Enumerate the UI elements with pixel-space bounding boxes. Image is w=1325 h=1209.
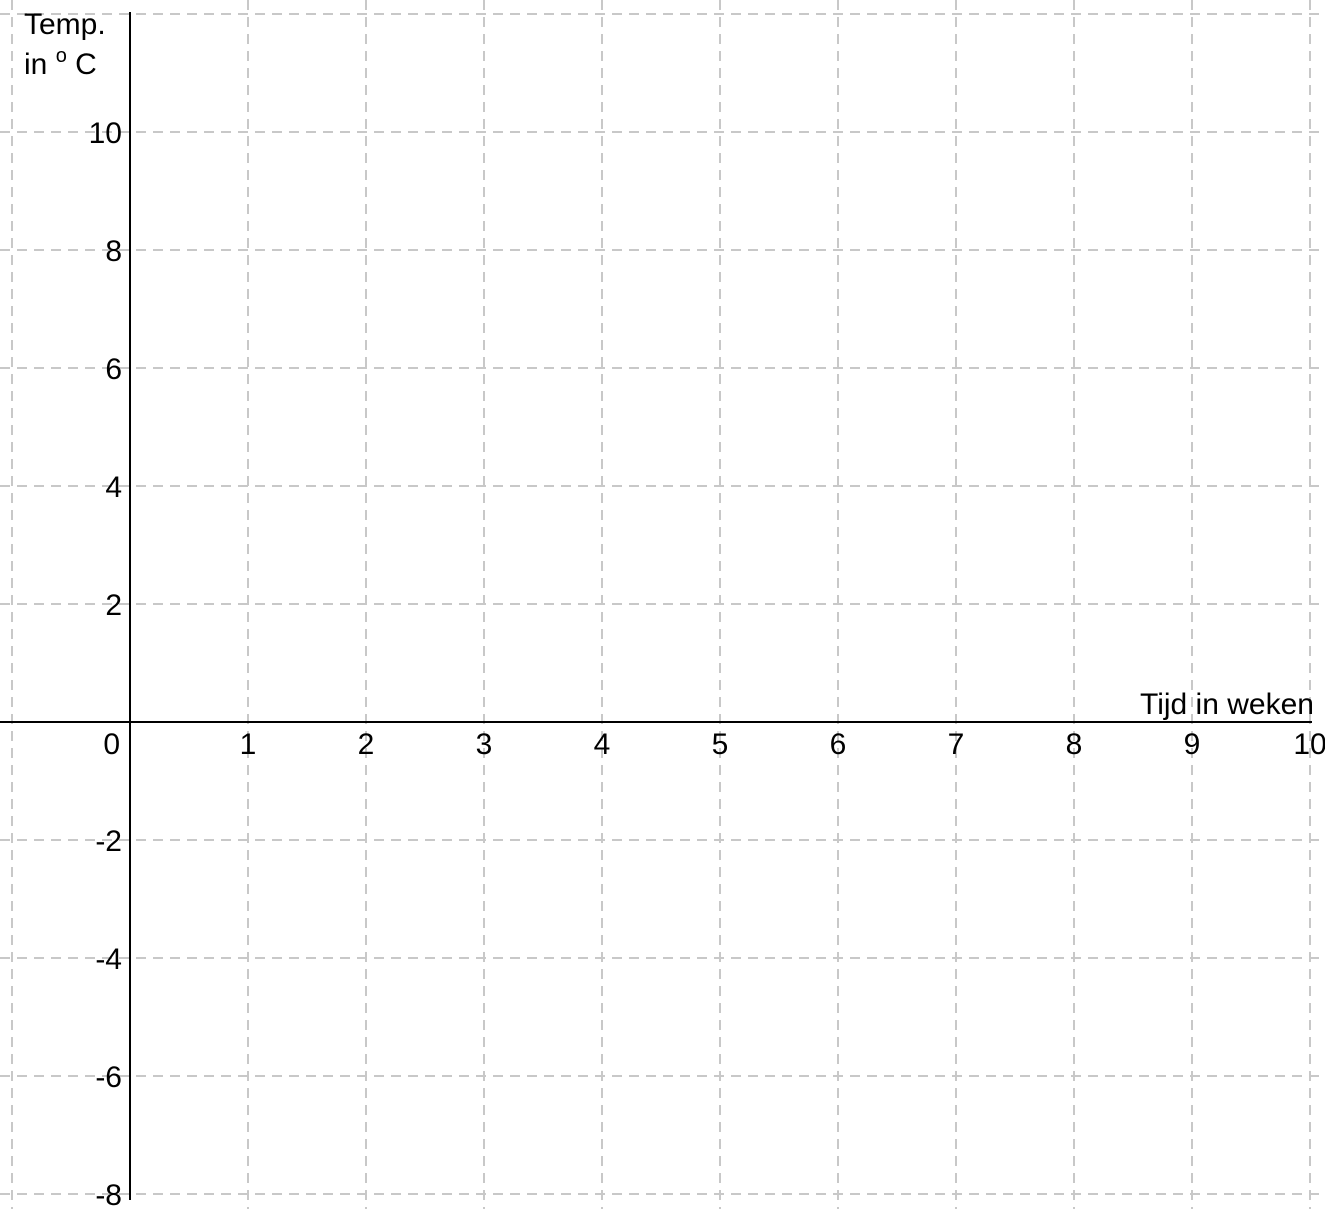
x-tick-label: 9	[1184, 728, 1201, 761]
x-tick-label: 10	[1293, 728, 1325, 761]
y-tick-label: 10	[89, 117, 122, 150]
y-axis-title-degree: o	[56, 45, 67, 67]
y-tick-label: 6	[105, 353, 122, 386]
x-tick-label: 6	[830, 728, 847, 761]
x-tick-label: 2	[358, 728, 375, 761]
y-tick-label: -8	[95, 1179, 122, 1209]
y-tick-label: -4	[95, 943, 122, 976]
y-tick-label: -6	[95, 1061, 122, 1094]
x-tick-label: 1	[240, 728, 257, 761]
y-tick-labels: 10 8 6 4 2 0 -2 -4 -6 -8	[89, 117, 122, 1209]
y-tick-label: 4	[105, 471, 122, 504]
y-axis-title-unit: C	[75, 48, 97, 81]
y-tick-label: 2	[105, 589, 122, 622]
axes	[0, 12, 1312, 1200]
x-axis-title: Tijd in weken	[1140, 688, 1314, 721]
x-tick-label: 7	[948, 728, 965, 761]
y-axis-title-line2: in o C	[24, 36, 97, 81]
x-tick-label: 5	[712, 728, 729, 761]
x-tick-label: 4	[594, 728, 611, 761]
y-tick-label: -2	[95, 825, 122, 858]
x-tick-label: 3	[476, 728, 493, 761]
y-tick-label: 8	[105, 235, 122, 268]
y-axis-title-line1: Temp.	[24, 8, 106, 41]
y-axis-title-prefix: in	[24, 48, 56, 81]
x-tick-label: 8	[1066, 728, 1083, 761]
x-tick-labels: 1 2 3 4 5 6 7 8 9 10	[240, 728, 1325, 761]
y-tick-label: 0	[103, 728, 120, 761]
